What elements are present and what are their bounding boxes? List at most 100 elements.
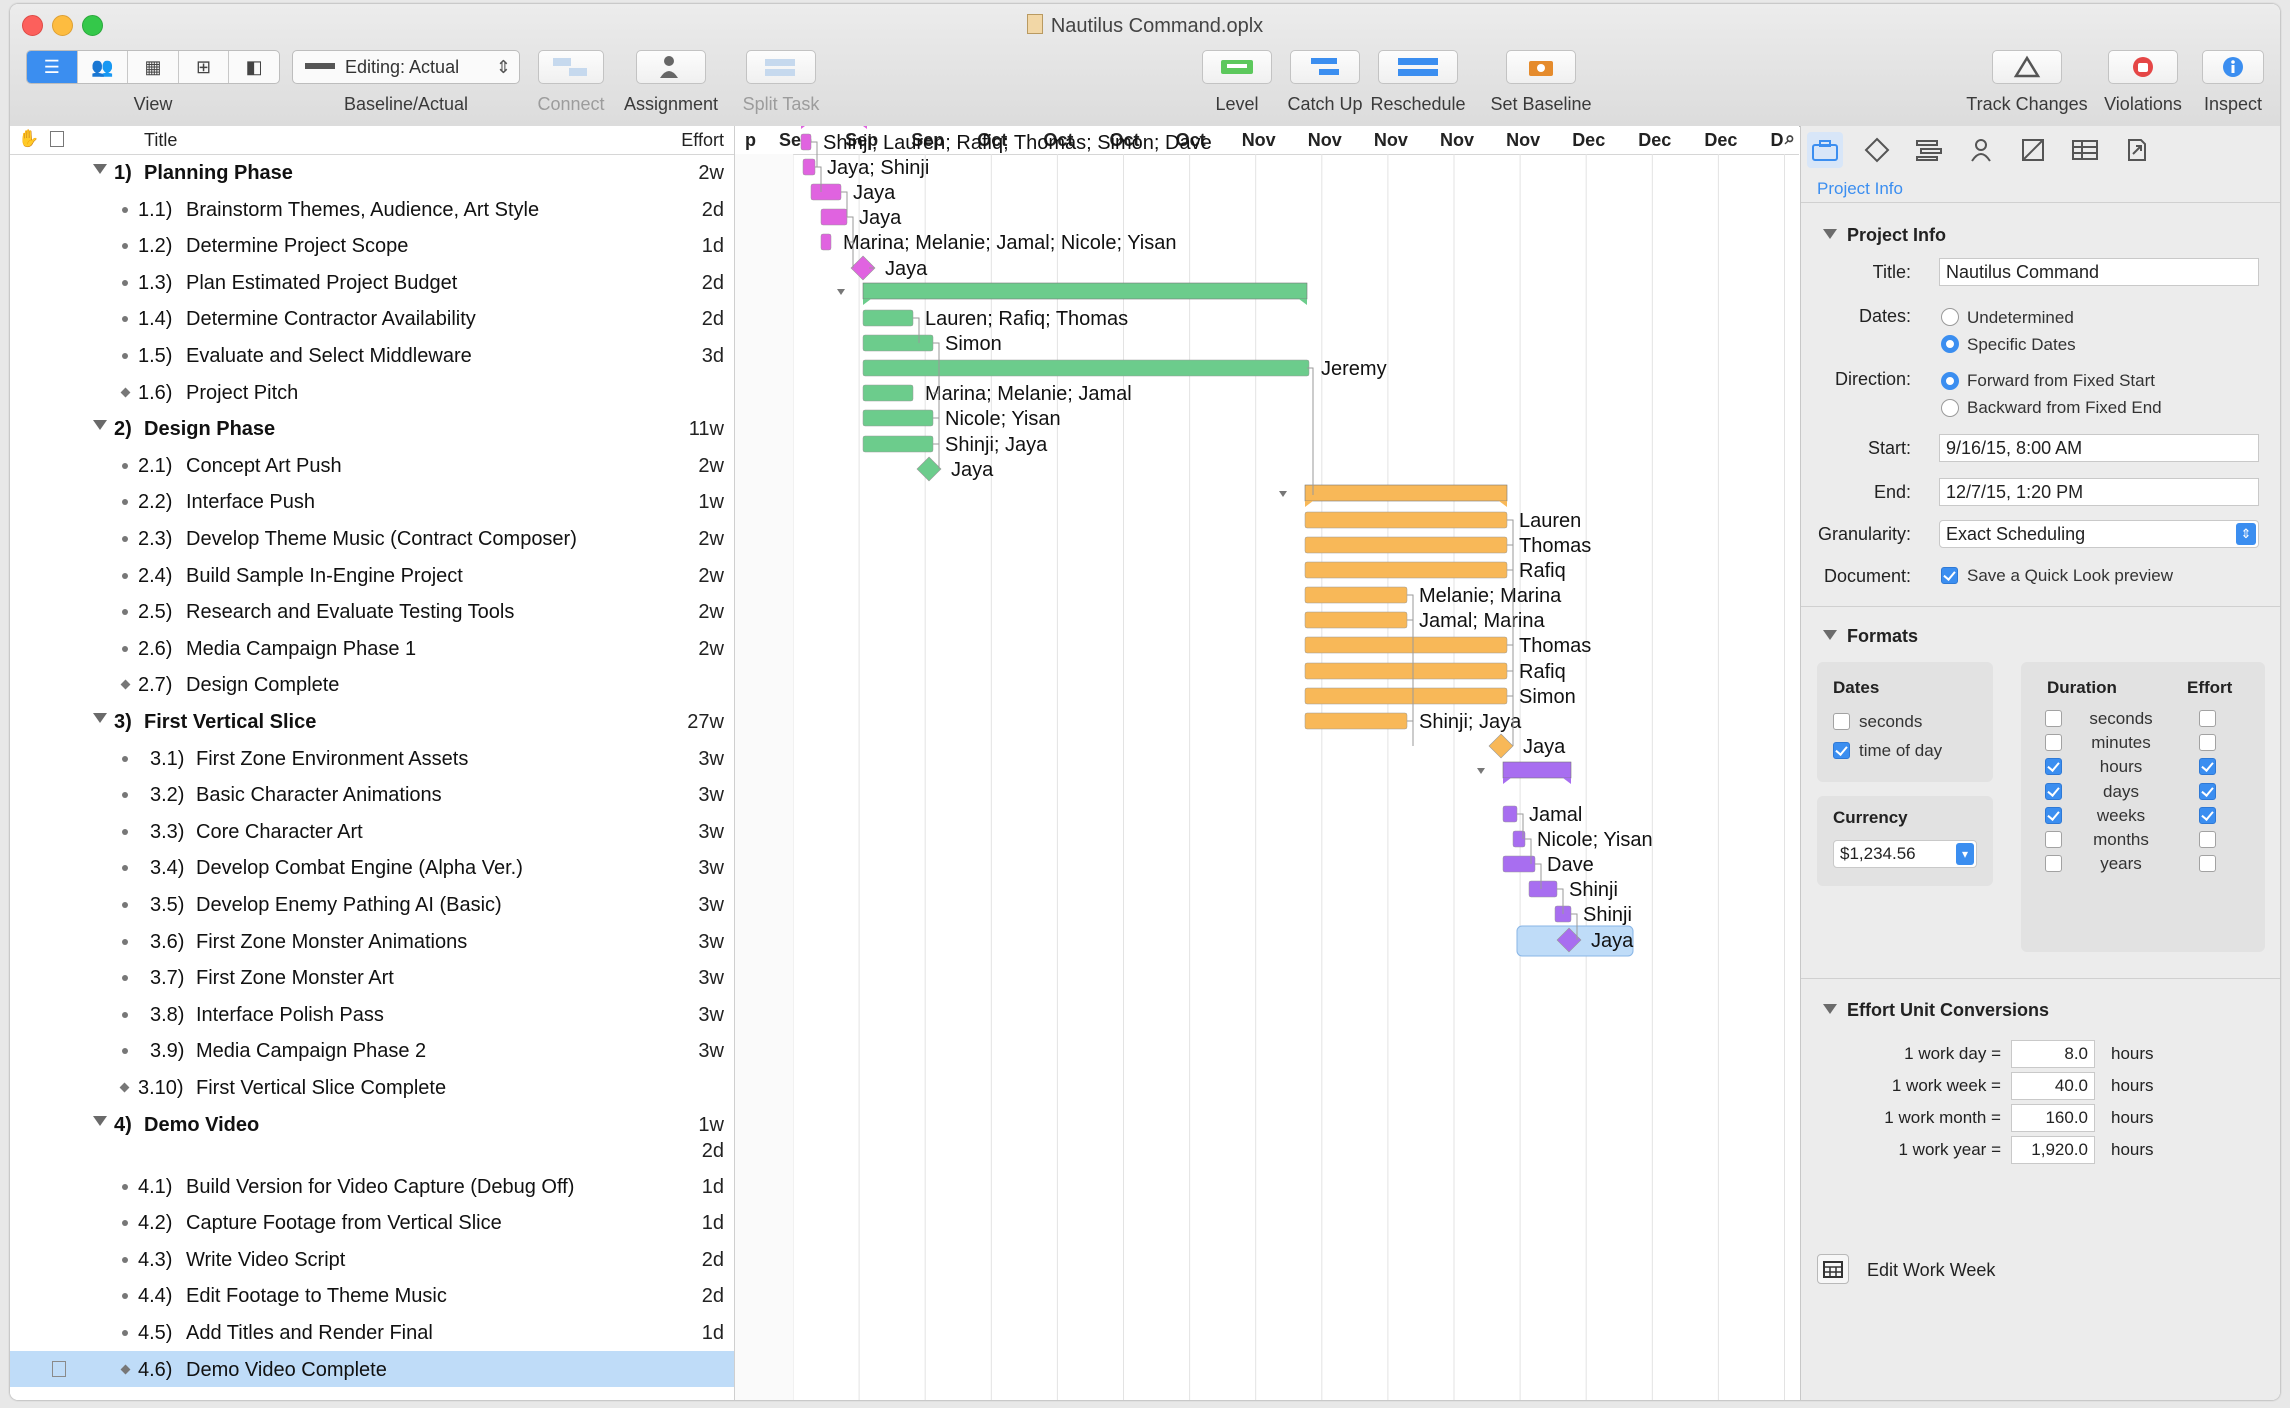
project-inspector-tab[interactable] <box>1807 132 1843 168</box>
connect-button[interactable] <box>538 50 604 84</box>
group-bar-end-caps[interactable] <box>1305 501 1507 507</box>
task-bar[interactable] <box>1502 855 1536 873</box>
effort-unit-checkbox[interactable] <box>2199 806 2216 824</box>
outline-task-row[interactable]: 3.3) Core Character Art 3w <box>10 813 734 850</box>
disclosure-triangle-icon[interactable] <box>93 164 107 174</box>
minimize-window-button[interactable] <box>52 15 73 36</box>
close-window-button[interactable] <box>22 15 43 36</box>
task-bar[interactable] <box>1502 805 1518 823</box>
group-summary-bar[interactable] <box>1304 484 1508 502</box>
outline-task-row[interactable]: 2.1) Concept Art Push 2w <box>10 447 734 484</box>
assignment-button[interactable] <box>636 50 706 84</box>
task-bar[interactable] <box>1304 611 1408 629</box>
catch-up-button[interactable] <box>1290 50 1360 84</box>
task-bar[interactable] <box>1304 511 1508 529</box>
duration-unit-checkbox[interactable] <box>2045 710 2062 727</box>
table-inspector-tab[interactable] <box>2067 132 2103 168</box>
outline-task-row[interactable]: 4.5) Add Titles and Render Final 1d <box>10 1314 734 1351</box>
duration-unit-checkbox[interactable] <box>2045 734 2062 752</box>
outline-milestone-row[interactable]: 3.10) First Vertical Slice Complete <box>10 1069 734 1106</box>
effort-unit-checkbox[interactable] <box>2199 758 2216 776</box>
task-inspector-tab[interactable] <box>1911 132 1947 168</box>
group-bar-end-caps[interactable] <box>863 299 1307 305</box>
inspect-button[interactable] <box>2202 50 2264 84</box>
outline-milestone-row[interactable]: 4.6) Demo Video Complete <box>10 1350 734 1388</box>
note-icon[interactable] <box>52 1360 66 1377</box>
project-title-field[interactable]: Nautilus Command <box>1939 258 2259 286</box>
task-bar[interactable] <box>1304 536 1508 554</box>
effort-unit-checkbox[interactable] <box>2199 831 2216 848</box>
outline-task-row[interactable]: 4.3) Write Video Script 2d <box>10 1241 734 1278</box>
start-date-field[interactable]: 9/16/15, 8:00 AM <box>1939 434 2259 462</box>
outline-task-row[interactable]: 4.4) Edit Footage to Theme Music 2d <box>10 1277 734 1314</box>
undetermined-radio[interactable] <box>1941 308 1959 326</box>
task-bar[interactable] <box>1304 712 1408 730</box>
outline-task-row[interactable]: 2.5) Research and Evaluate Testing Tools 2… <box>10 593 734 630</box>
violations-button[interactable] <box>2108 50 2178 84</box>
outline-task-row[interactable]: 3.8) Interface Polish Pass 3w <box>10 996 734 1033</box>
style-inspector-tab[interactable] <box>2015 132 2051 168</box>
resource-view-icon[interactable]: 👥 <box>78 51 129 83</box>
conversion-value-field[interactable]: 1,920.0 <box>2011 1136 2095 1164</box>
conversions-section-header[interactable]: Effort Unit Conversions <box>1823 1000 2049 1021</box>
duration-unit-checkbox[interactable] <box>2045 782 2062 800</box>
task-bar[interactable] <box>862 435 934 453</box>
effort-unit-checkbox[interactable] <box>2199 734 2216 752</box>
styles-view-icon[interactable]: ◧ <box>245 56 263 77</box>
duration-unit-checkbox[interactable] <box>2045 758 2062 776</box>
view-segmented-control[interactable]: ☰ 👥 ▦ ⊞ ◧ <box>26 50 280 84</box>
conversion-value-field[interactable]: 40.0 <box>2011 1072 2095 1100</box>
task-bar[interactable] <box>810 183 842 201</box>
track-changes-button[interactable] <box>1992 50 2062 84</box>
milestone-diamond[interactable] <box>850 255 876 281</box>
effort-unit-checkbox[interactable] <box>2199 855 2216 873</box>
title-column-header[interactable]: Title <box>144 130 178 150</box>
milestone-inspector-tab[interactable] <box>1859 132 1895 168</box>
specific-dates-radio[interactable] <box>1941 335 1959 353</box>
granularity-popup[interactable]: Exact Scheduling ⇕ <box>1939 520 2259 548</box>
outline-task-row[interactable]: 3.9) Media Campaign Phase 2 3w <box>10 1032 734 1069</box>
group-summary-bar[interactable] <box>1502 761 1572 779</box>
task-bar[interactable] <box>862 359 1310 377</box>
disclosure-triangle-icon[interactable] <box>93 420 107 431</box>
outline-task-row[interactable]: 3.4) Develop Combat Engine (Alpha Ver.) 3w <box>10 849 734 886</box>
group-bar-end-caps[interactable] <box>1503 778 1571 784</box>
note-column-icon[interactable] <box>50 131 64 147</box>
edit-work-week-button[interactable] <box>1817 1254 1849 1284</box>
export-inspector-tab[interactable] <box>2119 132 2155 168</box>
outline-task-row[interactable]: 4.2) Capture Footage from Vertical Slice 1… <box>10 1204 734 1241</box>
outline-task-row[interactable]: 1.5) Evaluate and Select Middleware 3d <box>10 337 734 374</box>
duration-unit-checkbox[interactable] <box>2045 831 2062 848</box>
currency-popup[interactable]: $1,234.56 ▾ <box>1833 840 1977 868</box>
group-bar-end-caps[interactable] <box>801 126 867 129</box>
project-info-section-header[interactable]: Project Info <box>1823 225 1946 246</box>
duration-unit-checkbox[interactable] <box>2045 855 2062 873</box>
outline-task-row[interactable]: 1.4) Determine Contractor Availability 2d <box>10 300 734 337</box>
effort-column-header[interactable]: Effort <box>681 130 724 150</box>
task-bar[interactable] <box>862 309 914 327</box>
conversion-value-field[interactable]: 160.0 <box>2011 1104 2095 1132</box>
backward-radio[interactable] <box>1941 399 1959 417</box>
outline-task-row[interactable]: 1.2) Determine Project Scope 1d <box>10 227 734 264</box>
outline-task-row[interactable]: 3.2) Basic Character Animations 3w <box>10 776 734 813</box>
outline-task-row[interactable]: 2.6) Media Campaign Phase 1 2w <box>10 630 734 667</box>
outline-milestone-row[interactable]: 1.6) Project Pitch <box>10 374 734 411</box>
duration-unit-checkbox[interactable] <box>2045 806 2062 824</box>
calendar-view-icon[interactable]: ▦ <box>128 51 179 83</box>
outline-milestone-row[interactable]: 2.7) Design Complete <box>10 666 734 703</box>
formats-section-header[interactable]: Formats <box>1823 626 1918 647</box>
task-bar[interactable] <box>862 334 934 352</box>
milestone-diamond[interactable] <box>1488 733 1514 759</box>
time-of-day-checkbox[interactable] <box>1833 742 1850 759</box>
task-bar[interactable] <box>862 384 914 402</box>
outline-task-row[interactable]: 3.5) Develop Enemy Pathing AI (Basic) 3w <box>10 886 734 923</box>
outline-task-row[interactable]: 2.2) Interface Push 1w <box>10 483 734 520</box>
split-task-button[interactable] <box>746 50 816 84</box>
edit-work-week-label[interactable]: Edit Work Week <box>1867 1260 1996 1280</box>
task-bar[interactable] <box>800 133 812 151</box>
outline-task-row[interactable]: 4.1) Build Version for Video Capture (Deb… <box>10 1168 734 1205</box>
task-bar[interactable] <box>820 233 832 251</box>
task-bar[interactable] <box>1304 561 1508 579</box>
milestone-diamond[interactable] <box>916 456 942 482</box>
outline-group-row[interactable]: 1) Planning Phase 2w <box>10 154 734 191</box>
